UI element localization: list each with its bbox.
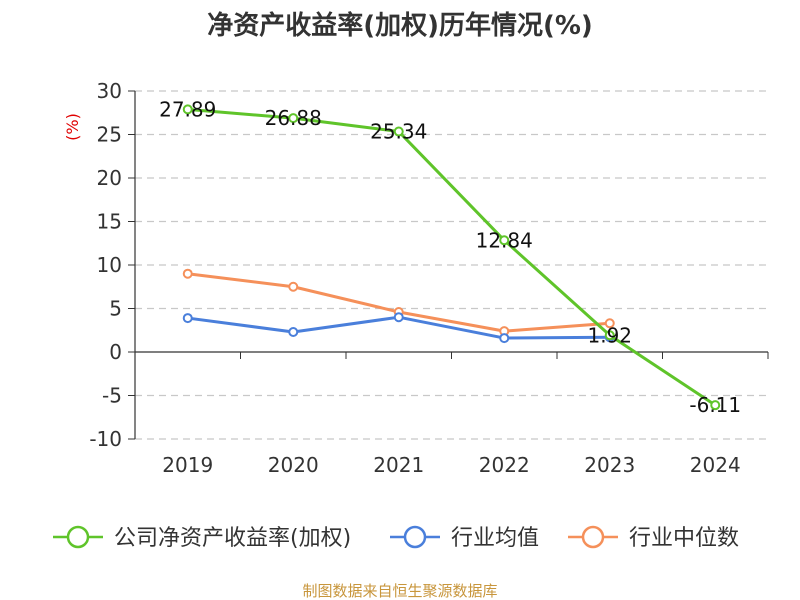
x-tick-label: 2020: [268, 453, 319, 477]
legend-label: 行业均值: [451, 526, 539, 551]
series-line-2: [187, 272, 610, 333]
data-label: 25.34: [370, 120, 427, 144]
source-note: 制图数据来自恒生聚源数据库: [302, 582, 497, 600]
legend-label: 公司净资产收益率(加权): [114, 526, 351, 551]
data-point: [604, 330, 615, 341]
data-point: [393, 126, 404, 137]
y-tick-label: 25: [97, 123, 122, 147]
data-point: [182, 313, 193, 324]
grid-lines: [135, 90, 768, 440]
y-axis-unit-label: (%): [63, 113, 82, 141]
data-point: [288, 113, 299, 124]
data-point: [182, 104, 193, 115]
data-labels: 27.89 26.88 25.34 12.84 1.92 -6.11: [159, 97, 741, 417]
data-label: -6.11: [689, 393, 741, 417]
data-point: [710, 400, 721, 411]
x-tick-label: 2023: [584, 453, 635, 477]
y-tick-label: 10: [97, 253, 122, 277]
x-tick-label: 2022: [479, 453, 530, 477]
y-axis-ticks: 30 25 20 15 10 5 0 -5 -10: [89, 79, 135, 451]
y-tick-label: -5: [102, 384, 122, 408]
data-label: 12.84: [476, 228, 533, 252]
data-point: [499, 333, 510, 344]
data-label: 27.89: [159, 97, 216, 121]
legend-label: 行业中位数: [629, 526, 739, 551]
data-point: [393, 312, 404, 323]
y-tick-label: 20: [97, 166, 122, 190]
chart-title: 净资产收益率(加权)历年情况(%): [207, 10, 593, 41]
y-tick-label: -10: [89, 427, 122, 451]
y-tick-label: 15: [97, 210, 122, 234]
data-point: [604, 318, 615, 329]
series-line-0: [187, 107, 717, 407]
legend: 公司净资产收益率(加权) 行业均值 行业中位数: [53, 525, 739, 551]
data-point: [288, 326, 299, 337]
data-point: [499, 235, 510, 246]
x-axis-ticks: 2019 2020 2021 2022 2023 2024: [134, 352, 769, 477]
y-tick-label: 5: [109, 297, 122, 321]
x-tick-label: 2024: [690, 453, 741, 477]
x-tick-label: 2019: [162, 453, 213, 477]
y-tick-label: 0: [109, 340, 122, 364]
series-lines: [182, 104, 721, 411]
data-label: 1.92: [587, 323, 632, 347]
x-tick-label: 2021: [373, 453, 424, 477]
legend-swatch-marker: [66, 525, 90, 549]
data-point: [182, 268, 193, 279]
data-point: [288, 281, 299, 292]
data-label: 26.88: [265, 106, 322, 130]
legend-swatch-marker: [403, 525, 427, 549]
legend-swatch-marker: [581, 525, 605, 549]
y-tick-label: 30: [97, 79, 122, 103]
